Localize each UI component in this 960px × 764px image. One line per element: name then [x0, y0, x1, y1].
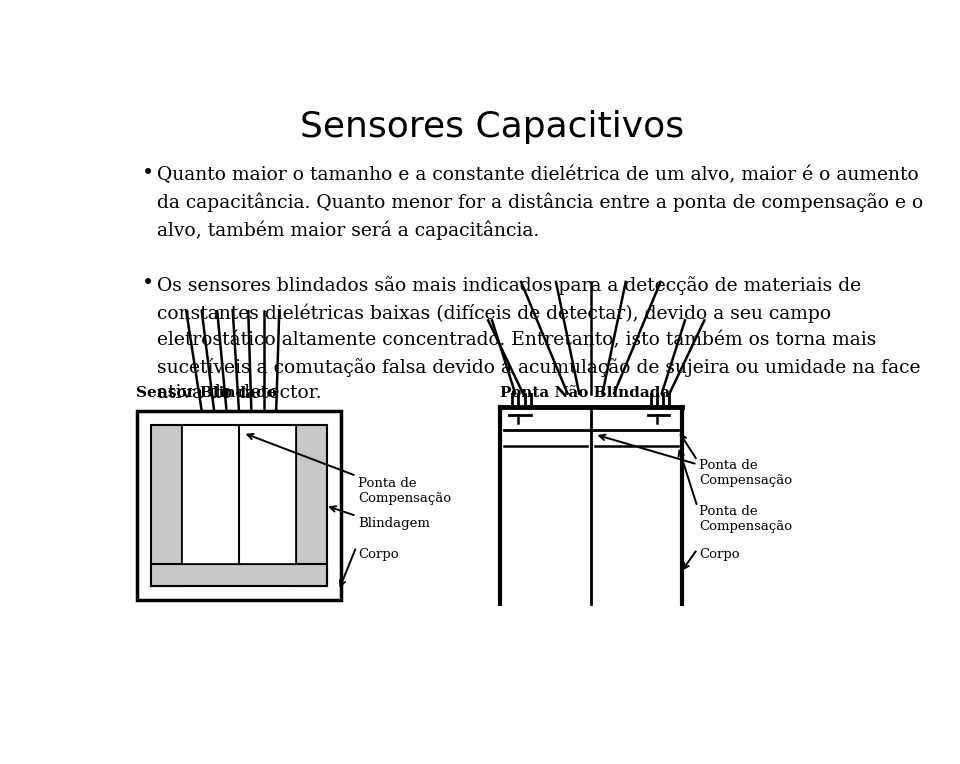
Polygon shape — [151, 565, 327, 586]
Text: Blindagem: Blindagem — [358, 517, 430, 530]
Polygon shape — [182, 425, 296, 565]
Text: Ponta de
Compensação: Ponta de Compensação — [358, 478, 451, 506]
Text: Ponta Não Blindada: Ponta Não Blindada — [500, 386, 670, 400]
Polygon shape — [296, 425, 327, 586]
Text: Sensores Capacitivos: Sensores Capacitivos — [300, 110, 684, 144]
Text: Sensor Blindado: Sensor Blindado — [135, 386, 276, 400]
Text: •: • — [142, 274, 154, 293]
Text: Corpo: Corpo — [699, 548, 739, 561]
Text: Corpo: Corpo — [358, 549, 398, 562]
Text: •: • — [142, 163, 154, 183]
Text: Ponta de
Compensação: Ponta de Compensação — [699, 505, 792, 533]
Text: Os sensores blindados são mais indicados para a detecção de materiais de
constan: Os sensores blindados são mais indicados… — [157, 277, 921, 403]
Text: Ponta de
Compensação: Ponta de Compensação — [699, 459, 792, 487]
Polygon shape — [151, 425, 182, 586]
Text: Quanto maior o tamanho e a constante dielétrica de um alvo, maior é o aumento
da: Quanto maior o tamanho e a constante die… — [157, 166, 924, 240]
